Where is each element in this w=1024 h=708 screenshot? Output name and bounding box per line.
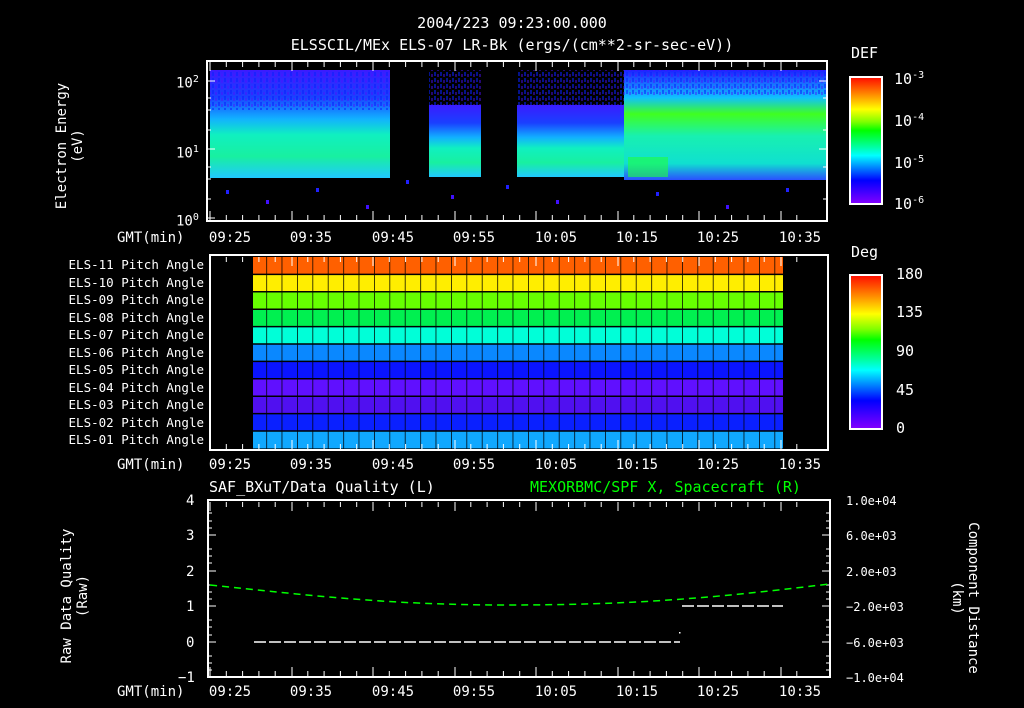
def-tick-1e-4: 10-4 [894,112,925,130]
deg-tick-0: 0 [896,419,906,437]
deg-tick-180: 180 [896,265,924,283]
plot-timestamp: 2004/223 09:23:00.000 [417,14,607,32]
energy-ytick-100: 102 [176,74,199,92]
def-colorbar [849,76,883,205]
pitch-xlabel: GMT(min) [117,457,185,473]
quality-ytick: −1 [178,670,195,686]
distance-ytick: −2.0e+03 [846,600,904,614]
deg-colorbar [849,274,883,430]
distance-ytick: 6.0e+03 [846,529,897,543]
distance-ylabel: Component Distance (km) [949,522,981,674]
distance-series-line [209,583,830,606]
distance-ytick: 1.0e+04 [846,494,897,508]
def-tick-1e-3: 10-3 [894,70,925,88]
energy-ytick-10: 101 [176,144,199,162]
def-tick-1e-6: 10-6 [894,195,925,213]
deg-colorbar-title: Deg [851,243,879,261]
quality-distance-plot[interactable] [207,499,831,679]
energy-ytick-1: 100 [176,212,199,230]
plot-title: ELSSCIL/MEx ELS-07 LR-Bk (ergs/(cm**2-sr… [290,36,734,54]
quality-ytick: 3 [186,528,195,544]
energy-xlabel: GMT(min) [117,230,185,246]
def-colorbar-title: DEF [851,44,879,62]
quality-ytick: 0 [186,635,195,651]
spectrogram-plot[interactable] [206,60,828,222]
quality-ytick: 2 [186,564,195,580]
distance-ytick: −1.0e+04 [846,671,904,685]
distance-ytick: 2.0e+03 [846,565,897,579]
pitch-angle-plot[interactable] [209,254,831,452]
distance-ytick: −6.0e+03 [846,636,904,650]
def-tick-1e-5: 10-5 [894,154,925,172]
quality-ytick: 4 [186,493,195,509]
deg-tick-45: 45 [896,381,915,399]
deg-tick-90: 90 [896,342,915,360]
distance-right-title: MEXORBMC/SPF X, Spacecraft (R) [530,478,801,496]
deg-tick-135: 135 [896,303,924,321]
energy-ylabel: Electron Energy (eV) [54,82,86,210]
quality-xlabel: GMT(min) [117,684,185,700]
quality-left-title: SAF_BXuT/Data Quality (L) [209,478,435,496]
quality-ylabel: Raw Data Quality (Raw) [59,528,91,664]
quality-ytick: 1 [186,599,195,615]
